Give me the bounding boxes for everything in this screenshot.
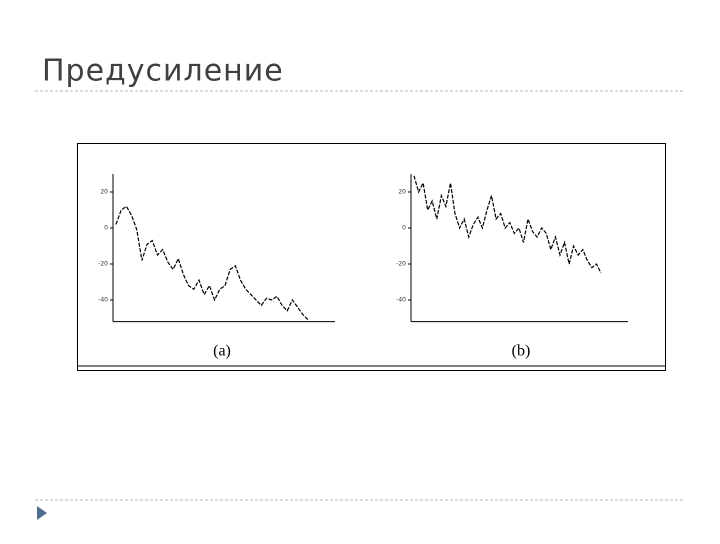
y-tick-label: -40 bbox=[396, 297, 406, 304]
y-tick-label: -40 bbox=[98, 297, 108, 304]
caption: (a) bbox=[213, 343, 231, 360]
y-tick-label: 0 bbox=[402, 225, 406, 232]
plots: 20 0 -20 -40 20 0 -20 -40 bbox=[98, 174, 628, 323]
y-tick-label: 20 bbox=[398, 189, 406, 196]
y-tick-label: 20 bbox=[100, 189, 108, 196]
y-tick-label: -20 bbox=[396, 261, 406, 268]
data-line bbox=[115, 205, 309, 321]
data-line bbox=[413, 175, 602, 274]
caption: (b) bbox=[512, 343, 531, 360]
slide-title: Предусиление bbox=[42, 54, 284, 89]
y-tick-label: -20 bbox=[98, 261, 108, 268]
y-tick-label: 0 bbox=[104, 225, 108, 232]
bullet bbox=[37, 506, 47, 520]
